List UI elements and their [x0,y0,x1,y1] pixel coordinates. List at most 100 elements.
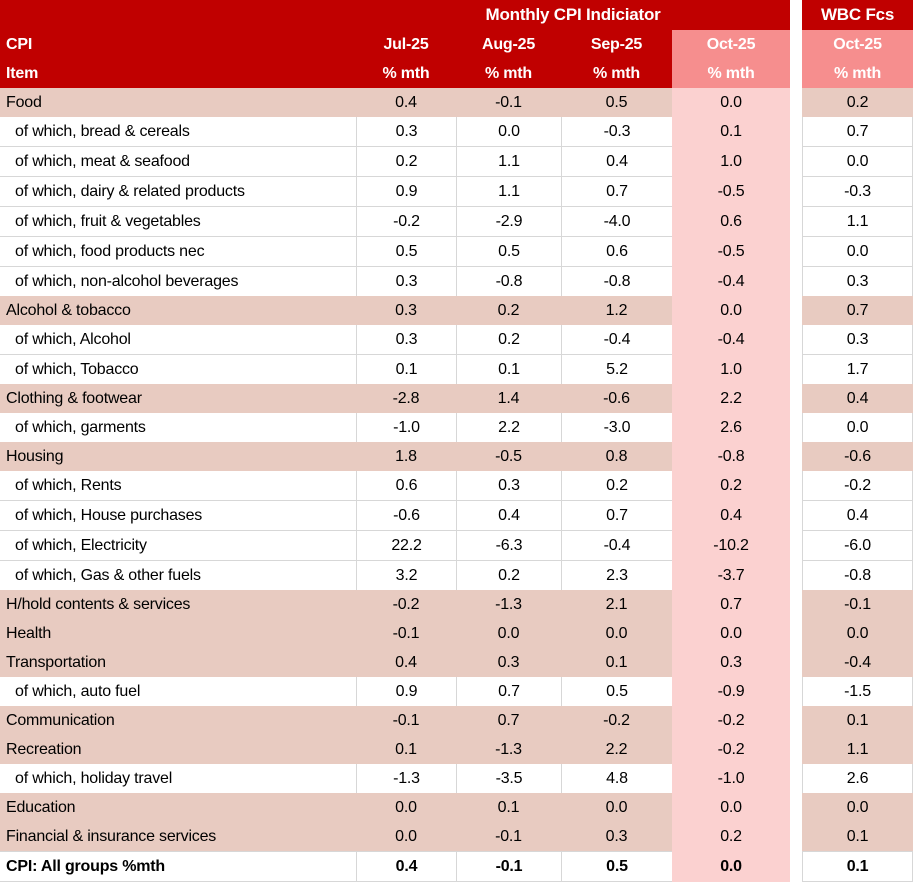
forecast-value-cell: 0.3 [802,266,914,296]
table-row: CPI: All groups %mth 0.4 -0.1 0.5 0.0 0.… [0,851,914,882]
value-cell-jul: -0.2 [356,590,456,619]
column-gap [790,0,803,30]
row-label-cell: Education [0,793,356,822]
value-cell-jul: 0.5 [356,236,456,266]
value-cell-sep: 0.6 [561,236,672,266]
value-cell-aug: -0.8 [456,266,561,296]
forecast-month-header: Oct-25 [802,30,914,59]
value-cell-oct: -0.4 [672,325,791,354]
value-cell-aug: -0.1 [456,851,561,882]
value-cell-sep: 0.2 [561,471,672,500]
value-cell-sep: 5.2 [561,354,672,384]
value-cell-oct: 0.2 [672,822,791,851]
forecast-value-cell: 0.1 [802,822,914,851]
column-gap [790,30,803,59]
forecast-value-cell: 1.1 [802,735,914,764]
value-cell-aug: -2.9 [456,206,561,236]
column-gap [790,117,803,146]
value-cell-jul: -1.3 [356,764,456,793]
value-cell-oct: 1.0 [672,146,791,176]
column-gap [790,266,803,296]
column-gap [790,88,803,117]
value-cell-sep: -0.4 [561,530,672,560]
column-gap [790,530,803,560]
corner-cpi-label: CPI [0,30,356,59]
column-gap [790,706,803,735]
forecast-value-cell: -0.3 [802,176,914,206]
value-cell-aug: 0.2 [456,325,561,354]
forecast-value-cell: -6.0 [802,530,914,560]
forecast-value-cell: 0.7 [802,117,914,146]
value-cell-oct: -0.5 [672,176,791,206]
value-cell-jul: -1.0 [356,413,456,442]
value-cell-oct: 0.2 [672,471,791,500]
column-gap [790,146,803,176]
row-label-cell: of which, Rents [0,471,356,500]
value-cell-oct: 0.0 [672,851,791,882]
title-row: Monthly CPI Indiciator WBC Fcs [0,0,914,30]
value-cell-aug: 0.4 [456,500,561,530]
value-cell-jul: 0.0 [356,793,456,822]
row-label-cell: CPI: All groups %mth [0,851,356,882]
column-gap [790,851,803,882]
column-gap [790,354,803,384]
forecast-value-cell: 0.0 [802,146,914,176]
value-cell-sep: 0.1 [561,648,672,677]
forecast-value-cell: 0.1 [802,706,914,735]
value-cell-jul: -0.2 [356,206,456,236]
value-cell-aug: -6.3 [456,530,561,560]
value-cell-oct: -0.8 [672,442,791,471]
row-label-cell: of which, fruit & vegetables [0,206,356,236]
value-cell-jul: 22.2 [356,530,456,560]
forecast-value-cell: -0.2 [802,471,914,500]
value-cell-aug: 0.7 [456,677,561,706]
row-label-cell: Recreation [0,735,356,764]
value-cell-sep: -3.0 [561,413,672,442]
forecast-value-cell: 0.2 [802,88,914,117]
table-row: of which, garments -1.0 2.2 -3.0 2.6 0.0 [0,413,914,442]
value-cell-sep: 0.7 [561,500,672,530]
value-cell-aug: -1.3 [456,735,561,764]
table-row: of which, bread & cereals 0.3 0.0 -0.3 0… [0,117,914,146]
value-cell-jul: 0.1 [356,354,456,384]
forecast-value-cell: 0.0 [802,413,914,442]
value-cell-sep: 0.0 [561,619,672,648]
value-cell-oct: 0.0 [672,619,791,648]
table-row: of which, dairy & related products 0.9 1… [0,176,914,206]
value-cell-jul: 0.4 [356,648,456,677]
forecast-value-cell: -0.8 [802,560,914,590]
row-label-cell: Health [0,619,356,648]
table-row: of which, meat & seafood 0.2 1.1 0.4 1.0… [0,146,914,176]
value-cell-oct: 0.7 [672,590,791,619]
value-cell-sep: 0.4 [561,146,672,176]
unit-header-jul: % mth [356,59,456,88]
row-label-cell: of which, bread & cereals [0,117,356,146]
value-cell-jul: -0.6 [356,500,456,530]
forecast-value-cell: -0.4 [802,648,914,677]
column-gap [790,59,803,88]
table-row: Recreation 0.1 -1.3 2.2 -0.2 1.1 [0,735,914,764]
value-cell-sep: 1.2 [561,296,672,325]
forecast-unit-header: % mth [802,59,914,88]
value-cell-sep: 0.5 [561,88,672,117]
value-cell-jul: 1.8 [356,442,456,471]
row-label-cell: Financial & insurance services [0,822,356,851]
value-cell-sep: -0.8 [561,266,672,296]
column-gap [790,677,803,706]
value-cell-aug: 0.2 [456,560,561,590]
forecast-value-cell: 0.7 [802,296,914,325]
value-cell-sep: 0.8 [561,442,672,471]
row-label-cell: of which, Tobacco [0,354,356,384]
table-row: of which, holiday travel -1.3 -3.5 4.8 -… [0,764,914,793]
value-cell-sep: 2.2 [561,735,672,764]
row-label-cell: Food [0,88,356,117]
value-cell-jul: -0.1 [356,706,456,735]
value-cell-aug: 1.4 [456,384,561,413]
forecast-value-cell: 0.0 [802,793,914,822]
column-gap [790,764,803,793]
value-cell-sep: 0.0 [561,793,672,822]
value-cell-aug: 0.5 [456,236,561,266]
value-cell-aug: 1.1 [456,146,561,176]
month-header-oct-25: Oct-25 [672,30,791,59]
